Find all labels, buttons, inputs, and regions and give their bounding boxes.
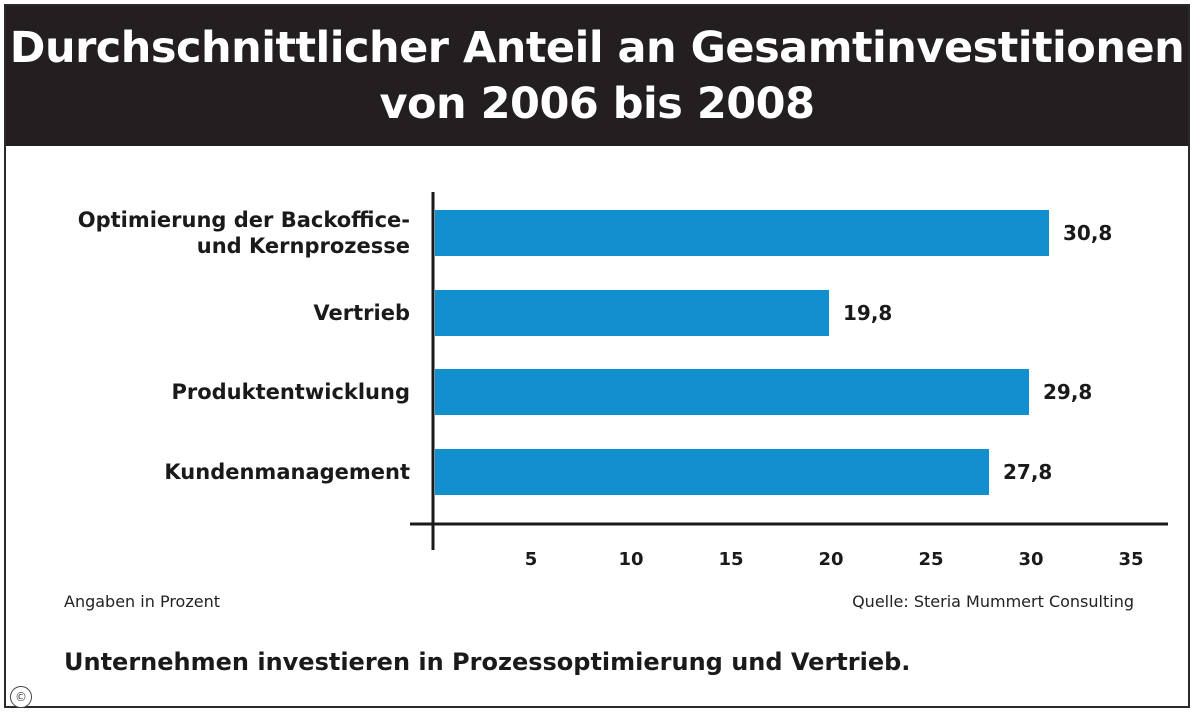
category-label: Kundenmanagement bbox=[164, 460, 410, 484]
category-label: Vertrieb bbox=[313, 301, 410, 325]
chart-title-line2: von 2006 bis 2008 bbox=[379, 79, 815, 129]
x-tick-label: 10 bbox=[618, 549, 643, 570]
source-note: Quelle: Steria Mummert Consulting bbox=[852, 592, 1134, 611]
category-label: Produktentwicklung bbox=[171, 380, 410, 404]
chart-header: Durchschnittlicher Anteil an Gesamtinves… bbox=[6, 6, 1188, 146]
bar bbox=[435, 449, 989, 495]
chart-caption: Unternehmen investieren in Prozessoptimi… bbox=[64, 648, 911, 676]
chart-frame: Durchschnittlicher Anteil an Gesamtinves… bbox=[4, 4, 1190, 708]
bar bbox=[435, 290, 829, 336]
category-label: Optimierung der Backoffice- bbox=[78, 208, 410, 232]
category-label: und Kernprozesse bbox=[197, 234, 410, 258]
x-tick-label: 5 bbox=[525, 549, 538, 570]
bar-value-label: 19,8 bbox=[843, 301, 892, 325]
bar bbox=[435, 210, 1049, 256]
bar-value-label: 30,8 bbox=[1063, 221, 1112, 245]
copyright-icon: © bbox=[10, 686, 32, 708]
bar-value-label: 27,8 bbox=[1003, 460, 1052, 484]
bar-value-label: 29,8 bbox=[1043, 380, 1092, 404]
x-tick-label: 20 bbox=[818, 549, 843, 570]
chart-title-line1: Durchschnittlicher Anteil an Gesamtinves… bbox=[9, 23, 1185, 73]
x-tick-label: 25 bbox=[918, 549, 943, 570]
x-tick-label: 30 bbox=[1018, 549, 1043, 570]
bar bbox=[435, 369, 1029, 415]
x-tick-label: 35 bbox=[1118, 549, 1143, 570]
x-tick-label: 15 bbox=[718, 549, 743, 570]
unit-note: Angaben in Prozent bbox=[64, 592, 220, 611]
